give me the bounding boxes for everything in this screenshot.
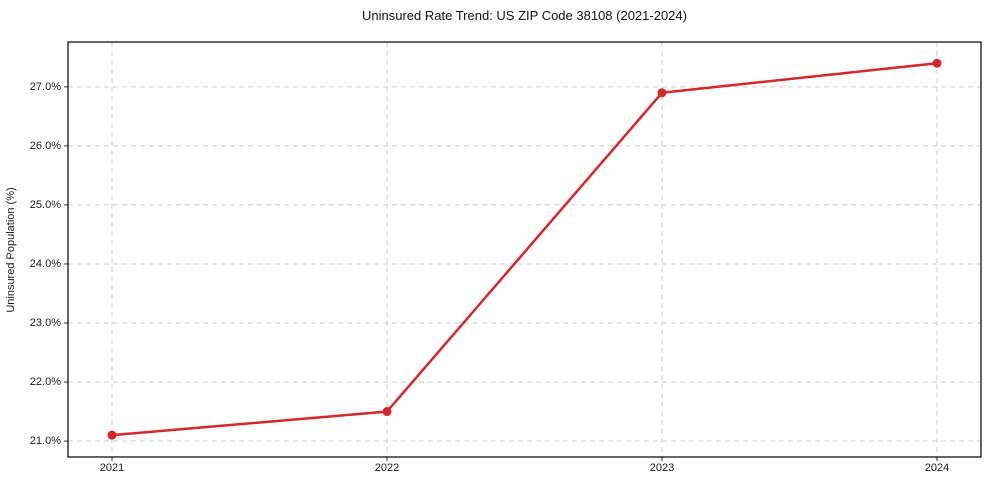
x-tick-label: 2022: [374, 462, 400, 474]
x-tick-label: 2024: [924, 462, 950, 474]
x-tick-label: 2021: [99, 462, 125, 474]
y-tick-label: 27.0%: [29, 80, 61, 93]
data-point-marker: [657, 88, 667, 98]
chart-title: Uninsured Rate Trend: US ZIP Code 38108 …: [362, 8, 687, 23]
y-tick-label: 24.0%: [29, 257, 61, 270]
plot-border: [67, 41, 982, 458]
data-point-marker: [107, 430, 117, 440]
y-tick-label: 25.0%: [29, 198, 61, 211]
y-tick-label: 23.0%: [29, 316, 61, 329]
trend-line: [110, 62, 939, 437]
data-point-marker: [382, 407, 392, 417]
y-tick-label: 26.0%: [29, 139, 61, 152]
data-point-marker: [932, 58, 942, 68]
x-tick-label: 2023: [649, 462, 675, 474]
y-tick-label: 22.0%: [29, 376, 61, 389]
y-tick-label: 21.0%: [29, 435, 61, 448]
